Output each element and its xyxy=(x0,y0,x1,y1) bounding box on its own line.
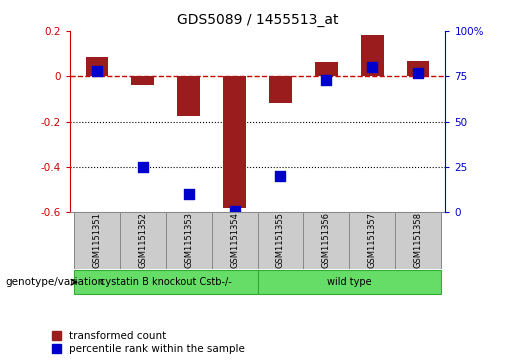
Bar xyxy=(223,76,246,208)
Text: wild type: wild type xyxy=(327,277,371,287)
Text: GSM1151355: GSM1151355 xyxy=(276,213,285,268)
Bar xyxy=(406,61,430,76)
Point xyxy=(322,77,331,83)
Text: GSM1151351: GSM1151351 xyxy=(93,213,101,268)
Point xyxy=(368,64,376,70)
Bar xyxy=(85,57,109,76)
FancyBboxPatch shape xyxy=(258,212,303,269)
Bar xyxy=(131,76,154,85)
Point xyxy=(277,173,285,179)
Point xyxy=(184,191,193,197)
FancyBboxPatch shape xyxy=(120,212,166,269)
FancyBboxPatch shape xyxy=(395,212,441,269)
Text: genotype/variation: genotype/variation xyxy=(5,277,104,287)
FancyBboxPatch shape xyxy=(74,212,120,269)
Point xyxy=(414,70,422,76)
Bar xyxy=(269,76,292,103)
FancyBboxPatch shape xyxy=(349,212,395,269)
Text: GSM1151356: GSM1151356 xyxy=(322,212,331,269)
Legend: transformed count, percentile rank within the sample: transformed count, percentile rank withi… xyxy=(52,331,245,354)
FancyBboxPatch shape xyxy=(303,212,349,269)
Text: GSM1151353: GSM1151353 xyxy=(184,212,193,269)
FancyBboxPatch shape xyxy=(74,270,258,294)
Title: GDS5089 / 1455513_at: GDS5089 / 1455513_at xyxy=(177,13,338,27)
FancyBboxPatch shape xyxy=(258,270,441,294)
Text: GSM1151357: GSM1151357 xyxy=(368,212,376,269)
Bar xyxy=(315,62,338,76)
Bar xyxy=(360,35,384,76)
Bar xyxy=(177,76,200,116)
Text: GSM1151354: GSM1151354 xyxy=(230,213,239,268)
Point xyxy=(93,68,101,74)
Point xyxy=(139,164,147,170)
Text: cystatin B knockout Cstb-/-: cystatin B knockout Cstb-/- xyxy=(100,277,232,287)
FancyBboxPatch shape xyxy=(212,212,258,269)
Text: GSM1151352: GSM1151352 xyxy=(139,213,147,268)
Text: GSM1151358: GSM1151358 xyxy=(414,212,422,269)
Point xyxy=(230,208,238,213)
FancyBboxPatch shape xyxy=(166,212,212,269)
